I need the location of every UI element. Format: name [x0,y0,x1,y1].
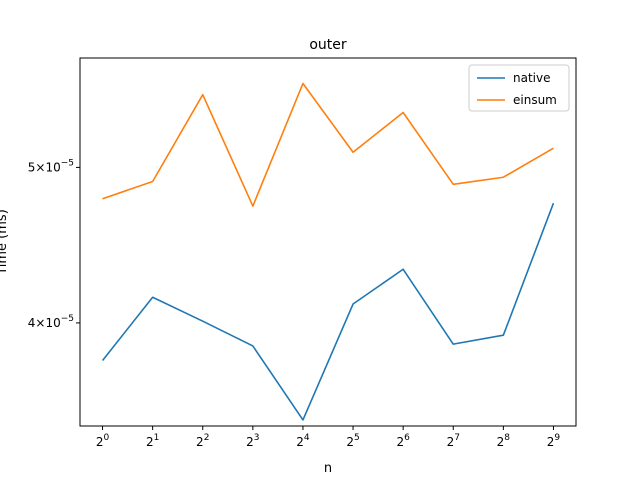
x-axis-label: n [324,461,332,476]
axes-layer: 20 21 22 23 24 25 26 27 28 29 4×10−5 5×10−5 [28,57,577,449]
legend: native einsum [468,64,570,112]
series-line-native [101,202,555,421]
legend-label-einsum: einsum [513,93,557,107]
x-tick-label: 24 [296,433,310,449]
x-tick-label: 21 [146,433,159,449]
y-axis-label: Time (ms) [0,209,10,276]
plot-frame [79,57,577,427]
y-tick-label: 5×10−5 [28,158,74,174]
x-tick-label: 20 [96,433,110,449]
y-tick-label: 4×10−5 [28,314,74,330]
x-tick-label: 25 [346,433,359,449]
x-tick-label: 27 [447,433,460,449]
x-tick-label: 23 [246,433,259,449]
legend-label-native: native [513,71,550,85]
x-tick-label: 29 [547,433,561,449]
series-layer [101,82,555,421]
x-tick-label: 28 [497,433,511,449]
series-line-einsum [102,82,554,207]
x-tick-label: 22 [196,433,209,449]
x-tick-label: 26 [396,433,410,449]
chart-title: outer [309,37,347,53]
